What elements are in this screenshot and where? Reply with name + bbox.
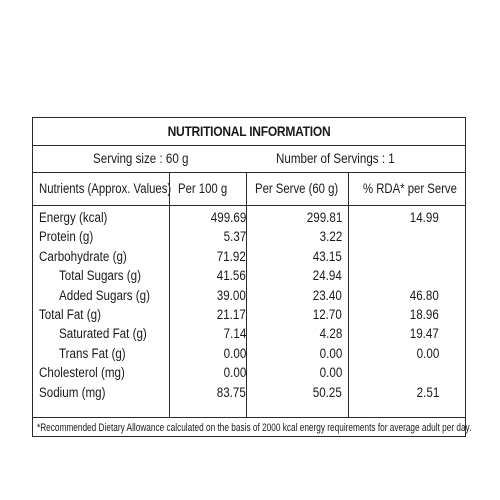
table-row: Added Sugars (g) 39.00 23.40 46.80	[33, 286, 465, 305]
nutrition-table: NUTRITIONAL INFORMATION Serving size : 6…	[32, 117, 471, 437]
value-per-100g: 71.92	[216, 248, 246, 264]
nutrient-name: Added Sugars (g)	[59, 287, 150, 303]
header-rda: % RDA* per Serve	[363, 181, 457, 196]
value-per-serve: 0.00	[319, 365, 342, 381]
value-per-100g: 5.37	[223, 229, 246, 245]
value-per-serve: 0.00	[319, 345, 342, 361]
nutrient-name: Protein (g)	[39, 229, 94, 245]
value-rda: 19.47	[409, 326, 439, 342]
value-per-100g: 39.00	[216, 287, 246, 303]
divider	[33, 205, 465, 206]
table-title: NUTRITIONAL INFORMATION	[167, 123, 331, 139]
value-per-serve: 23.40	[312, 287, 342, 303]
value-rda: 18.96	[409, 306, 439, 322]
table-row: Total Sugars (g) 41.56 24.94	[33, 266, 465, 285]
number-of-servings: Number of Servings : 1	[276, 151, 395, 166]
value-per-100g: 7.14	[223, 326, 246, 342]
column-divider	[169, 173, 170, 417]
nutrient-name: Cholesterol (mg)	[39, 365, 125, 381]
nutrient-name: Trans Fat (g)	[59, 345, 126, 361]
value-per-serve: 43.15	[312, 248, 342, 264]
value-rda: 0.00	[416, 345, 439, 361]
table-row: Total Fat (g) 21.17 12.70 18.96	[33, 305, 465, 324]
column-divider	[246, 173, 247, 417]
value-per-serve: 299.81	[306, 210, 342, 225]
value-per-serve: 24.94	[312, 268, 342, 284]
header-per-serve: Per Serve (60 g)	[255, 181, 339, 196]
header-nutrients: Nutrients (Approx. Values)	[39, 181, 172, 196]
nutrient-name: Carbohydrate (g)	[39, 248, 127, 264]
nutrient-name: Total Fat (g)	[39, 306, 101, 322]
value-per-serve: 3.22	[319, 229, 342, 245]
value-rda: 2.51	[416, 384, 439, 400]
table-row: Sodium (mg) 83.75 50.25 2.51	[33, 383, 465, 402]
value-per-serve: 12.70	[312, 306, 342, 322]
value-per-100g: 21.17	[216, 306, 246, 322]
serving-size: Serving size : 60 g	[93, 151, 189, 166]
value-rda: 46.80	[409, 287, 439, 303]
value-per-100g: 41.56	[216, 268, 246, 284]
footnote: *Recommended Dietary Allowance calculate…	[37, 422, 472, 434]
nutrient-name: Sodium (mg)	[39, 384, 106, 400]
table-row: Carbohydrate (g) 71.92 43.15	[33, 247, 465, 266]
value-per-100g: 83.75	[216, 384, 246, 400]
value-per-100g: 499.69	[210, 210, 246, 225]
value-per-100g: 0.00	[223, 345, 246, 361]
table-row: Energy (kcal) 499.69 299.81 14.99	[33, 208, 465, 227]
column-divider	[348, 173, 349, 417]
value-per-serve: 50.25	[312, 384, 342, 400]
nutrient-rows: Energy (kcal) 499.69 299.81 14.99 Protei…	[33, 208, 465, 402]
divider	[33, 145, 465, 146]
table-row: Cholesterol (mg) 0.00 0.00	[33, 363, 465, 382]
value-per-100g: 0.00	[223, 365, 246, 381]
value-rda: 14.99	[409, 210, 439, 225]
nutrient-name: Energy (kcal)	[39, 210, 108, 225]
divider	[33, 172, 465, 173]
header-per-100g: Per 100 g	[178, 181, 228, 196]
value-per-serve: 4.28	[319, 326, 342, 342]
table-row: Trans Fat (g) 0.00 0.00 0.00	[33, 344, 465, 363]
table-row: Saturated Fat (g) 7.14 4.28 19.47	[33, 324, 465, 343]
nutrient-name: Saturated Fat (g)	[59, 326, 147, 342]
nutrient-name: Total Sugars (g)	[59, 268, 141, 284]
divider	[33, 417, 465, 418]
table-row: Protein (g) 5.37 3.22	[33, 227, 465, 246]
